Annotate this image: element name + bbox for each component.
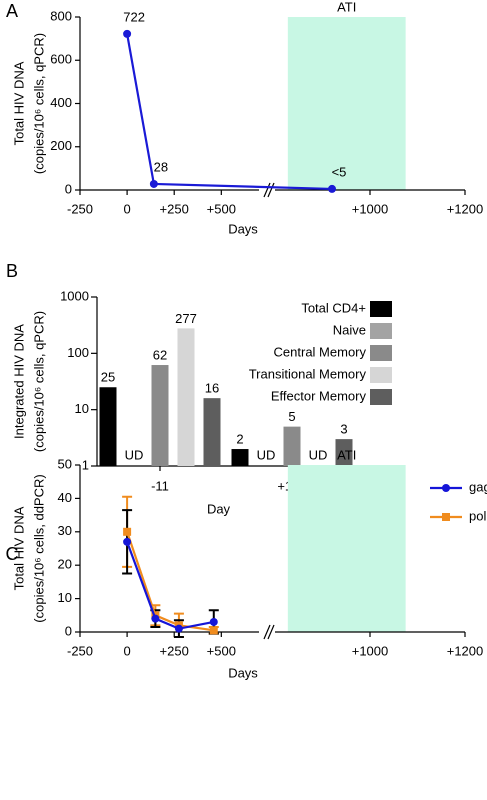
x-tick-label: -11 [151,478,169,493]
x-tick-label: +500 [207,201,236,216]
y-tick-label: 40 [58,490,72,505]
bar [99,387,117,466]
x-tick-label: +500 [207,643,236,658]
legend-label: Central Memory [274,344,367,359]
x-tick-label: +1200 [447,201,484,216]
axis-break [267,624,275,640]
legend-swatch [370,367,392,383]
data-label: 25 [101,370,115,385]
panel-label: B [6,261,18,281]
marker [123,527,132,536]
legend-label: Transitional Memory [249,366,367,381]
shaded-region [287,465,406,632]
y-tick-label: 20 [58,557,72,572]
data-label: 277 [175,311,197,326]
legend-label: Effector Memory [271,388,367,403]
shaded-region [287,17,406,190]
x-axis-label: Day [207,501,231,516]
x-tick-label: +250 [160,201,189,216]
y-tick-label: 10 [58,590,72,605]
legend-label: pol [469,508,486,523]
y-axis-label: Total HIV DNA [11,61,26,145]
y-tick-label: 100 [67,345,89,360]
bar [151,365,169,466]
x-tick-label: +1200 [447,643,484,658]
x-tick-label: 0 [123,201,130,216]
panel-label: A [6,1,18,21]
y-axis-label: (copies/10⁶ cells, qPCR) [31,33,46,174]
y-axis-label: (copies/10⁶ cells, ddPCR) [31,474,46,622]
data-line [126,541,214,630]
data-label: 28 [154,159,168,174]
data-label: UD [125,447,144,462]
marker [209,626,218,635]
y-axis-label: Total HIV DNA [11,506,26,590]
marker [442,513,450,521]
y-tick-label: 0 [65,623,72,638]
bar [177,328,195,466]
marker [151,614,160,623]
data-label: 62 [153,347,167,362]
x-tick-label: -250 [67,643,93,658]
axis-break [267,182,275,198]
data-label: <5 [332,164,347,179]
data-label: UD [257,447,276,462]
x-axis-label: Days [228,221,258,236]
shaded-label: ATI [337,0,356,14]
data-label: 16 [205,381,219,396]
y-tick-label: 1000 [60,288,89,303]
marker [123,29,132,38]
axis-break [263,182,271,198]
y-tick-label: 800 [50,8,72,23]
panel-label: C [6,544,19,564]
y-tick-label: 0 [65,181,72,196]
y-tick-label: 10 [75,401,89,416]
x-tick-label: 0 [123,643,130,658]
marker [174,624,183,633]
shaded-label: ATI [337,447,356,462]
y-tick-label: 200 [50,138,72,153]
legend-label: Naive [333,322,366,337]
y-tick-label: 1 [82,457,89,472]
x-tick-label: -250 [67,201,93,216]
bar [203,398,221,466]
bar [231,449,249,466]
legend-swatch [370,389,392,405]
x-tick-label: +1000 [352,201,389,216]
legend-label: Total CD4+ [301,300,366,315]
y-axis-label: Integrated HIV DNA [11,324,26,439]
legend-swatch [370,345,392,361]
y-tick-label: 600 [50,52,72,67]
y-tick-label: 50 [58,456,72,471]
data-label: 2 [236,431,243,446]
legend-swatch [370,323,392,339]
legend-label: gag [469,479,487,494]
data-label: 722 [123,9,145,24]
y-axis-label: (copies/10⁶ cells, qPCR) [31,311,46,452]
legend-swatch [370,301,392,317]
y-tick-label: 30 [58,523,72,538]
bar [335,439,353,466]
marker [442,484,450,492]
bar [283,426,301,466]
x-axis-label: Days [228,665,258,680]
data-line [126,531,214,632]
axis-break [263,624,271,640]
y-tick-label: 400 [50,95,72,110]
marker [209,617,218,626]
x-tick-label: +1000 [352,643,389,658]
data-label: 5 [288,409,295,424]
marker [123,537,132,546]
marker [149,179,158,188]
data-label: 3 [340,422,347,437]
marker [328,184,336,193]
data-label: UD [309,447,328,462]
x-tick-label: +250 [160,643,189,658]
